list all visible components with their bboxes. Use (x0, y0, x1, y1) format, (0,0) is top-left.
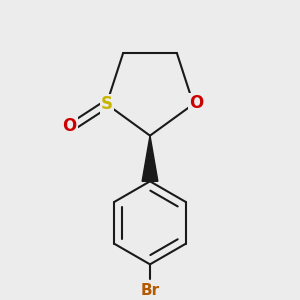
Text: O: O (189, 94, 204, 112)
Text: S: S (100, 95, 112, 113)
Text: Br: Br (140, 283, 160, 298)
Text: O: O (62, 117, 77, 135)
Polygon shape (142, 136, 158, 181)
